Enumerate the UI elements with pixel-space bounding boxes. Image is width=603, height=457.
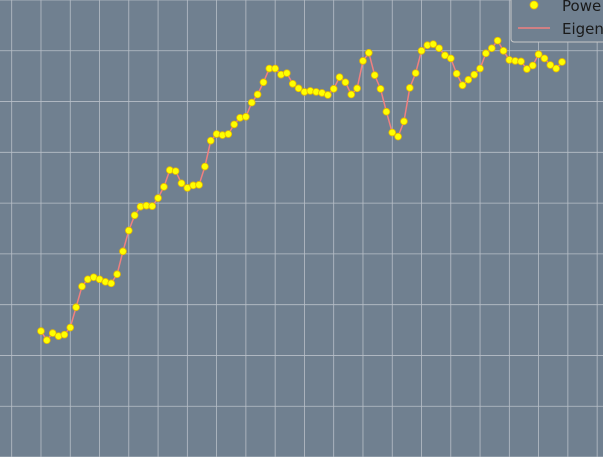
data-point <box>206 136 215 145</box>
data-point <box>171 167 180 175</box>
data-point <box>458 81 467 90</box>
legend-label-power: Powe <box>562 0 601 15</box>
data-point <box>411 69 420 77</box>
data-point <box>394 132 402 141</box>
data-point <box>335 73 344 81</box>
data-point <box>242 112 250 121</box>
data-point <box>353 84 361 93</box>
data-point <box>435 44 443 53</box>
data-point <box>534 50 543 59</box>
data-point <box>72 303 80 312</box>
data-point <box>347 90 356 99</box>
legend-box <box>510 0 603 43</box>
data-point <box>464 75 473 84</box>
legend-marker-icon <box>529 0 539 10</box>
data-point <box>247 98 256 107</box>
data-point <box>43 336 51 345</box>
data-point <box>441 51 449 60</box>
data-point <box>37 327 45 335</box>
data-point <box>201 162 209 171</box>
data-point <box>60 330 69 339</box>
data-point <box>154 194 162 202</box>
data-point <box>294 84 303 93</box>
data-point <box>359 57 367 65</box>
data-point <box>546 61 555 69</box>
data-point <box>283 69 291 77</box>
data-point <box>528 61 537 70</box>
data-point <box>470 70 479 79</box>
data-point <box>487 44 496 53</box>
data-point <box>482 49 490 58</box>
data-point <box>48 329 57 337</box>
data-point <box>558 58 566 66</box>
data-point <box>365 49 373 57</box>
data-point <box>493 36 502 45</box>
data-point <box>224 130 233 138</box>
data-point <box>288 79 297 88</box>
data-point <box>376 85 385 93</box>
data-point <box>382 107 391 116</box>
data-point <box>195 181 203 189</box>
data-point <box>124 226 133 235</box>
data-point <box>476 64 484 73</box>
data-point <box>446 54 455 63</box>
data-point <box>107 279 116 288</box>
data-point <box>341 78 350 87</box>
data-point <box>552 64 560 73</box>
data-point <box>130 211 139 220</box>
data-point <box>177 179 186 188</box>
data-point <box>119 247 127 256</box>
data-point <box>499 46 508 55</box>
data-point <box>517 57 525 66</box>
legend-label-eigen: Eigen <box>562 20 603 38</box>
data-point <box>160 183 168 191</box>
series-points-group <box>37 36 566 345</box>
data-point <box>523 65 531 73</box>
legend: Powe Eigen <box>510 0 603 43</box>
data-point <box>540 54 549 63</box>
data-point <box>271 64 279 73</box>
data-point <box>429 40 438 48</box>
data-point <box>452 69 461 78</box>
data-point <box>417 46 426 55</box>
data-point <box>388 128 397 137</box>
data-point <box>370 71 379 79</box>
data-point <box>329 85 338 93</box>
data-point <box>400 117 408 126</box>
data-point <box>253 90 262 99</box>
data-point <box>148 202 157 210</box>
data-point <box>230 120 238 129</box>
data-point <box>78 282 86 291</box>
data-point <box>113 270 121 279</box>
data-point <box>406 84 414 92</box>
data-point <box>259 78 268 87</box>
data-point <box>66 323 75 332</box>
data-point <box>324 91 332 99</box>
